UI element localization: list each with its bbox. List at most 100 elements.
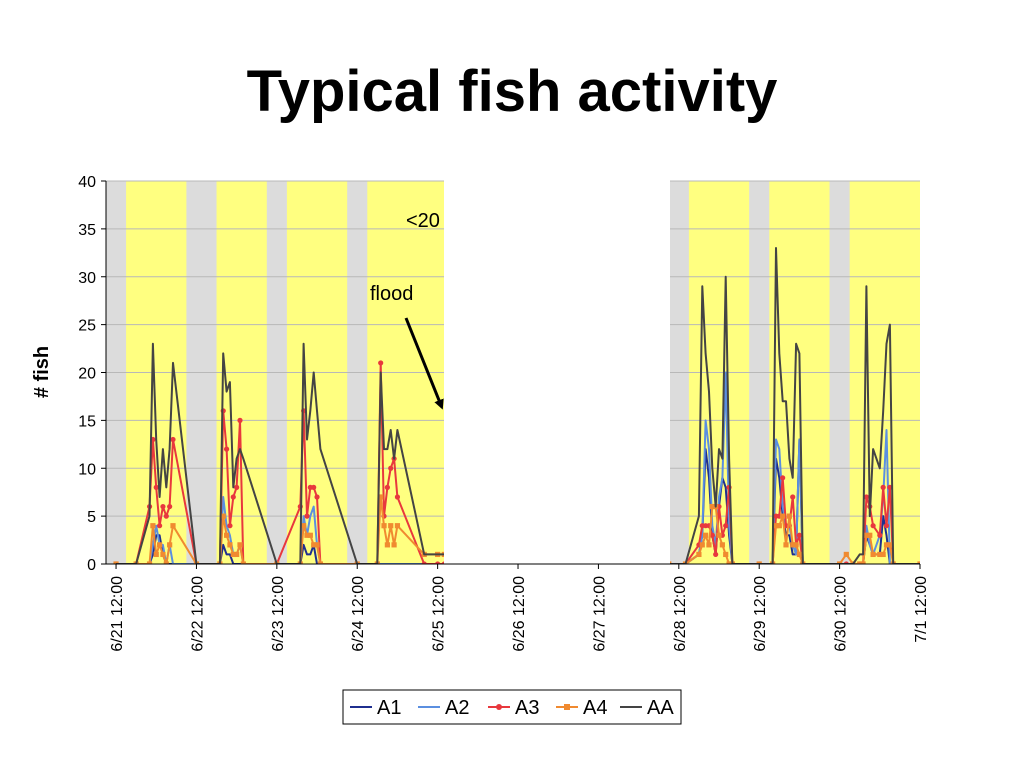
data-point (220, 513, 226, 519)
data-point (696, 551, 702, 558)
data-point (703, 532, 709, 538)
data-point (237, 417, 243, 423)
legend-entry-a3: A3 (488, 697, 539, 719)
series-group (113, 247, 920, 564)
data-point (230, 551, 236, 558)
data-point (780, 475, 786, 481)
data-point (723, 523, 729, 529)
y-tick-label: 40 (78, 174, 96, 191)
data-point (796, 532, 803, 538)
data-point (780, 513, 786, 519)
y-tick-label: 10 (78, 461, 96, 478)
data-point (867, 532, 873, 538)
data-point (156, 523, 163, 529)
data-point (234, 484, 240, 490)
legend-entry-a4: A4 (556, 697, 607, 719)
y-tick-label: 5 (87, 509, 96, 526)
data-point (384, 484, 390, 490)
data-point (301, 523, 307, 529)
x-tick-label: 6/27 12:00 (591, 576, 608, 652)
x-tick-label: 7/1 12:00 (913, 576, 930, 643)
legend-marker (496, 704, 502, 710)
data-point (709, 503, 715, 510)
data-point (163, 513, 169, 519)
data-point (435, 561, 441, 564)
data-point (863, 532, 870, 538)
series-line-a1 (116, 438, 920, 564)
data-point (756, 561, 762, 564)
data-point (877, 532, 883, 538)
data-point (394, 523, 401, 529)
data-point (790, 494, 796, 500)
y-axis-label: # fish (31, 346, 53, 398)
legend-entry-a1: A1 (350, 697, 401, 719)
series-a4 (113, 494, 920, 564)
legend-label: A3 (515, 697, 539, 719)
data-point (314, 494, 320, 500)
data-point (837, 561, 843, 564)
data-point (160, 503, 166, 510)
x-tick-label: 6/21 12:00 (109, 576, 126, 652)
legend-marker (564, 704, 570, 710)
data-point (863, 494, 870, 500)
legend-entry-aa: AA (620, 697, 674, 719)
data-point (163, 561, 169, 564)
data-point (307, 532, 313, 538)
data-point (170, 523, 176, 529)
data-point (160, 551, 166, 558)
data-point (150, 523, 156, 529)
axes: 0 5 10 15 20 25 30 35 40 6/21 12:00 6/22 12:00 6/23… (78, 174, 930, 652)
y-tick-label: 0 (87, 557, 96, 574)
data-point (716, 532, 722, 538)
data-point (223, 446, 230, 452)
data-point (883, 523, 890, 529)
data-point (880, 551, 886, 558)
x-tick-label: 6/25 12:00 (431, 576, 448, 652)
legend-label: A1 (377, 697, 401, 719)
redaction-box-edge (444, 200, 474, 240)
data-point (796, 551, 803, 558)
data-point (304, 513, 310, 519)
data-point (381, 523, 387, 529)
x-tick-label: 6/24 12:00 (350, 576, 367, 652)
data-point (153, 551, 159, 558)
data-point (843, 551, 849, 558)
legend-label: A2 (445, 697, 469, 719)
data-point (311, 484, 317, 490)
y-tick-label: 20 (78, 366, 96, 383)
flood-annotation: flood (370, 283, 413, 305)
threshold-annotation: <20 (406, 210, 440, 232)
slide-title: Typical fish activity (246, 59, 778, 124)
flood-arrow (404, 317, 444, 410)
data-point (153, 484, 159, 490)
data-point (223, 532, 230, 538)
data-point (388, 465, 394, 471)
data-point (113, 561, 119, 564)
data-point (870, 551, 876, 558)
data-point (699, 542, 705, 548)
legend: A1 A2 A3 A4 AA (342, 689, 682, 725)
legend-label: AA (647, 697, 674, 719)
legend-entry-a2: A2 (418, 697, 469, 719)
data-point (887, 542, 893, 548)
series-line-a3 (116, 361, 920, 564)
y-tick-label: 35 (78, 222, 96, 239)
data-point (773, 523, 779, 529)
data-point (709, 532, 715, 538)
data-point (391, 542, 397, 548)
data-point (167, 503, 173, 510)
data-point (388, 523, 394, 529)
data-point (883, 542, 890, 548)
data-point (167, 542, 173, 548)
redaction-box (444, 176, 670, 568)
data-point (776, 523, 782, 529)
x-tick-label: 6/26 12:00 (511, 576, 528, 652)
data-point (790, 542, 796, 548)
data-point (706, 542, 712, 548)
data-point (146, 561, 153, 564)
y-tick-label: 30 (78, 270, 96, 287)
series-line-a2 (116, 371, 920, 564)
data-point (311, 542, 317, 548)
x-tick-label: 6/29 12:00 (752, 576, 769, 652)
